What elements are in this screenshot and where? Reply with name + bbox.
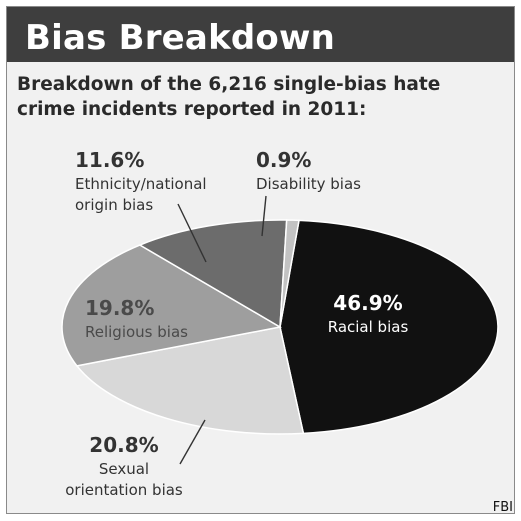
slice-caption-sexual-orientation: orientation bias xyxy=(65,481,183,499)
slice-percent-religious: 19.8% xyxy=(85,296,154,320)
source-label: FBI xyxy=(492,500,513,515)
chart-subtitle: Breakdown of the 6,216 single-bias hate … xyxy=(17,74,441,120)
slice-percent-disability: 0.9% xyxy=(256,148,311,172)
slice-label-sexual-orientation: 20.8% Sexual orientation bias xyxy=(65,433,183,499)
slice-caption-sexual-orientation: Sexual xyxy=(99,460,149,478)
leader-line-sexual-orientation xyxy=(179,419,206,465)
slice-label-ethnicity: 11.6% Ethnicity/national origin bias xyxy=(75,148,207,214)
slice-caption-racial: Racial bias xyxy=(328,318,409,336)
header-bar: Bias Breakdown xyxy=(7,7,514,62)
pie-slice-religious xyxy=(61,244,283,367)
slice-percent-racial: 46.9% xyxy=(333,291,402,315)
slice-caption-ethnicity: Ethnicity/national xyxy=(75,175,207,193)
slice-caption-ethnicity: origin bias xyxy=(75,196,153,214)
leader-line-disability xyxy=(261,195,267,237)
pie-slice-disability xyxy=(279,219,300,328)
slice-label-religious: 19.8% Religious bias xyxy=(85,296,188,341)
slice-label-disability: 0.9% Disability bias xyxy=(256,148,361,193)
slice-caption-religious: Religious bias xyxy=(85,323,188,341)
slice-label-racial: 46.9% Racial bias xyxy=(328,291,409,336)
slice-percent-ethnicity: 11.6% xyxy=(75,148,144,172)
slice-caption-disability: Disability bias xyxy=(256,175,361,193)
chart-title: Bias Breakdown xyxy=(25,18,335,58)
leader-line-ethnicity xyxy=(177,203,207,263)
pie-slice-ethnicity xyxy=(138,219,288,329)
slice-percent-sexual-orientation: 20.8% xyxy=(89,433,158,457)
pie-slice-racial xyxy=(279,219,499,435)
pie-slice-sexual-orientation xyxy=(75,326,305,435)
